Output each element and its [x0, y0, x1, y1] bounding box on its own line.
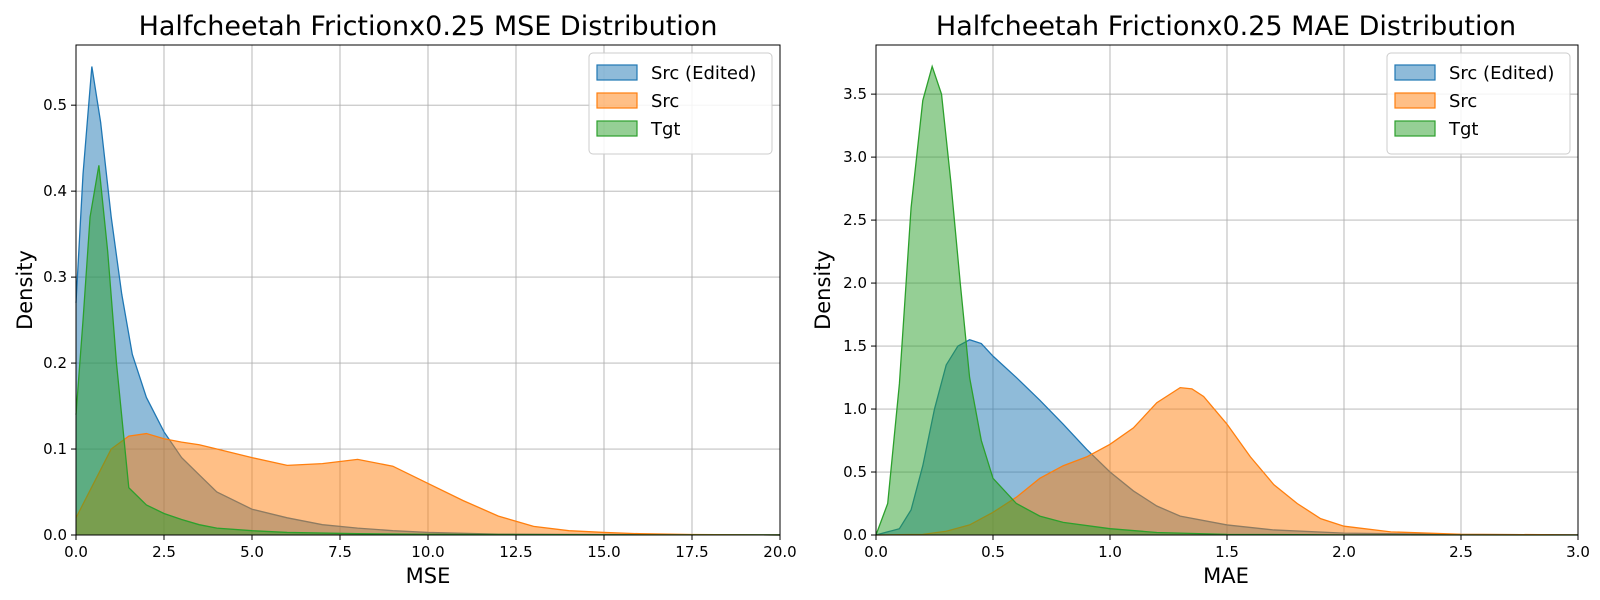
density-area [876, 387, 1578, 535]
chart-panel-mse: Halfcheetah Frictionx0.25 MSE Distributi… [13, 11, 797, 588]
y-tick-label: 1.0 [843, 400, 867, 418]
x-tick-label: 2.5 [152, 543, 176, 561]
legend-swatch [596, 92, 638, 109]
legend-swatch [1394, 64, 1436, 81]
y-tick-label: 3.5 [843, 85, 867, 103]
chart-title: Halfcheetah Frictionx0.25 MSE Distributi… [139, 11, 718, 42]
x-axis-label: MSE [406, 564, 451, 588]
x-axis-label: MAE [1203, 564, 1249, 588]
y-tick-label: 1.5 [843, 337, 867, 355]
plot-area: 0.0 0.5 1.0 1.5 2.0 2.5 3.0 0.0 0.5 1.0 1.5 2.0 2.5 3… [843, 44, 1590, 561]
x-tick-label: 1.0 [1098, 543, 1122, 561]
x-tick-label: 0.0 [864, 543, 888, 561]
x-tick-label: 0.0 [64, 543, 88, 561]
density-line [875, 64, 1579, 536]
legend-label: Tgt [1448, 119, 1478, 140]
y-axis-label: Density [13, 250, 37, 330]
density-area [76, 433, 780, 535]
x-tick-label: 12.5 [499, 543, 532, 561]
y-tick-label: 0.0 [843, 526, 867, 544]
legend-swatch [596, 64, 638, 81]
x-tick-label: 10.0 [411, 543, 444, 561]
y-tick-label: 0.1 [43, 440, 67, 458]
y-tick-label: 2.0 [843, 274, 867, 292]
legend-label: Src (Edited) [1449, 63, 1554, 84]
legend-swatch [596, 120, 638, 137]
plot-area: 0.0 2.5 5.0 7.5 10.0 12.5 15.0 17.5 20.0 0.0 0.1 0.… [43, 44, 797, 561]
chart-title: Halfcheetah Frictionx0.25 MAE Distributi… [936, 11, 1516, 42]
y-axis-label: Density [811, 250, 835, 330]
y-tick-label: 3.0 [843, 148, 867, 166]
x-tick-label: 2.0 [1332, 543, 1356, 561]
y-tick-label: 0.5 [843, 463, 867, 481]
x-tick-label: 3.0 [1566, 543, 1590, 561]
legend: Src (Edited) Src Tgt [588, 52, 773, 155]
x-tick-label: 15.0 [587, 543, 620, 561]
y-tick-label: 0.5 [43, 96, 67, 114]
legend-swatch [1394, 120, 1436, 137]
chart-panel-mae: Halfcheetah Frictionx0.25 MAE Distributi… [811, 11, 1590, 588]
legend-label: Tgt [650, 119, 680, 140]
y-tick-label: 0.3 [43, 268, 67, 286]
y-tick-label: 0.0 [43, 526, 67, 544]
y-tick-label: 0.4 [43, 182, 67, 200]
x-tick-label: 5.0 [240, 543, 264, 561]
x-tick-label: 2.5 [1449, 543, 1473, 561]
x-tick-label: 1.5 [1215, 543, 1239, 561]
density-area [876, 66, 1578, 535]
y-tick-label: 0.2 [43, 354, 67, 372]
x-tick-label: 17.5 [675, 543, 708, 561]
density-line [75, 432, 781, 536]
y-tick-label: 2.5 [843, 211, 867, 229]
legend-label: Src [1449, 91, 1477, 112]
legend-label: Src [651, 91, 679, 112]
x-tick-label: 20.0 [763, 543, 796, 561]
x-tick-label: 7.5 [328, 543, 352, 561]
x-tick-label: 0.5 [981, 543, 1005, 561]
legend-swatch [1394, 92, 1436, 109]
legend: Src (Edited) Src Tgt [1386, 52, 1571, 155]
density-line [75, 165, 781, 536]
legend-label: Src (Edited) [651, 63, 756, 84]
